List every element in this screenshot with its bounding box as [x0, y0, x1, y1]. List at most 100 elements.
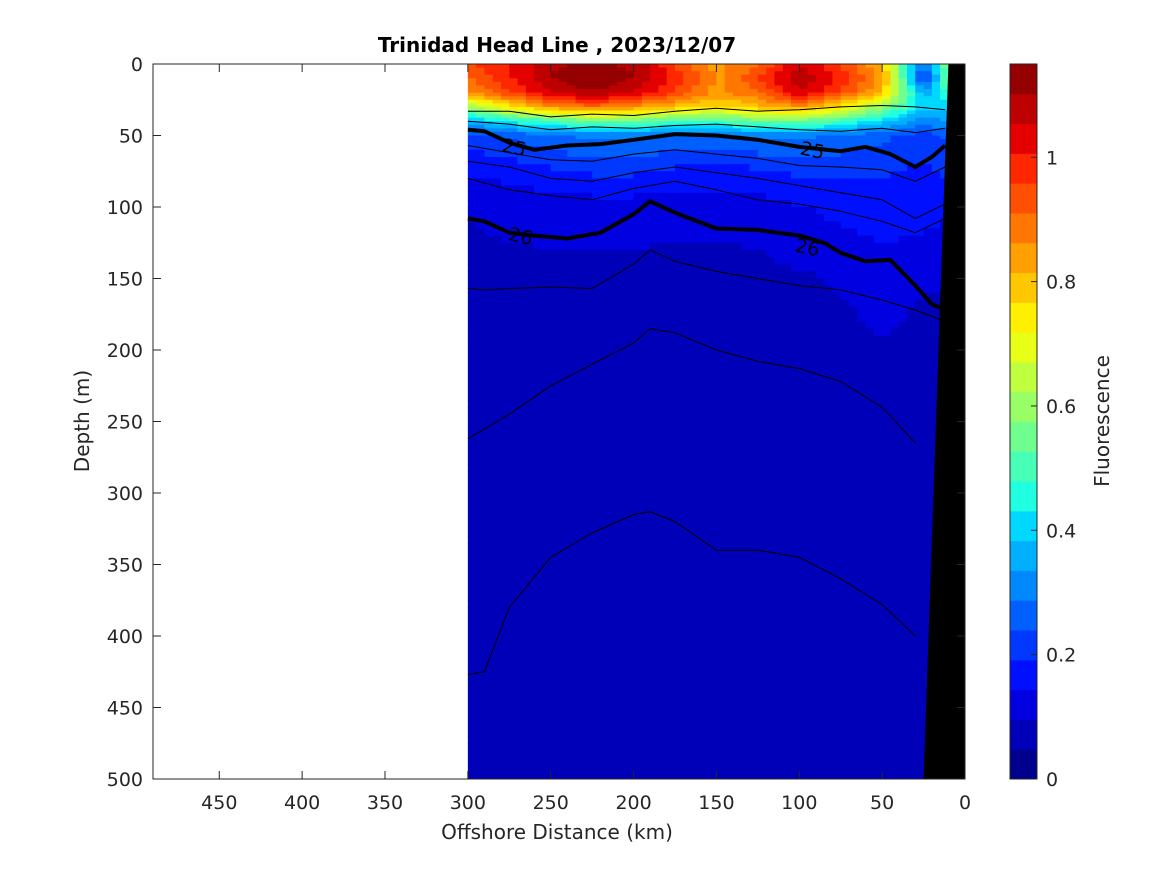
heat-cell [467, 764, 477, 773]
heat-cell [799, 74, 809, 79]
heat-cell [476, 271, 486, 280]
heat-cell [724, 571, 734, 580]
heat-cell [583, 435, 593, 444]
heat-cell [741, 535, 751, 544]
heat-cell [559, 593, 568, 601]
heat-cell [708, 407, 718, 415]
heat-cell [650, 771, 660, 779]
heat-cell [633, 128, 643, 133]
heat-cell [675, 357, 684, 365]
heat-cell [559, 636, 568, 644]
heat-cell [799, 771, 809, 779]
heat-cell [575, 307, 585, 315]
heat-cell [691, 235, 701, 244]
heat-cell [807, 435, 817, 444]
heat-cell [617, 99, 626, 104]
heat-cell [782, 149, 792, 158]
heat-cell [542, 71, 552, 76]
heat-cell [807, 156, 817, 165]
heat-cell [766, 328, 776, 337]
heat-cell [749, 628, 759, 637]
heat-cell [641, 110, 651, 115]
heat-cell [824, 493, 834, 501]
heat-cell [467, 164, 477, 172]
heat-cell [766, 278, 776, 287]
heat-cell [708, 92, 718, 97]
heat-cell [708, 514, 718, 523]
heat-cell [824, 743, 834, 751]
heat-cell [807, 535, 817, 544]
heat-cell [815, 707, 825, 716]
heat-cell [774, 314, 784, 322]
heat-cell [774, 364, 784, 373]
heat-cell [467, 81, 477, 87]
heat-cell [708, 135, 718, 140]
heat-cell [766, 564, 776, 573]
heat-cell [542, 314, 552, 322]
heat-cell [492, 585, 502, 594]
heat-cell [708, 400, 718, 408]
heat-cell [650, 249, 660, 258]
heat-cell [559, 64, 568, 69]
heat-cell [675, 171, 684, 179]
heat-cell [467, 342, 477, 351]
heat-cell [501, 71, 510, 76]
heat-cell [517, 578, 527, 587]
heat-cell [807, 714, 817, 723]
heat-cell [542, 328, 552, 337]
heat-cell [766, 71, 776, 76]
heat-cell [799, 67, 809, 72]
heat-cell [492, 428, 502, 437]
heat-cell [608, 407, 618, 415]
heat-cell [525, 714, 535, 723]
heat-cell [492, 514, 502, 523]
heat-cell [782, 139, 792, 144]
heat-cell [575, 264, 585, 272]
heat-cell [675, 564, 684, 573]
heat-cell [559, 457, 568, 465]
heat-cell [542, 392, 552, 401]
heat-cell [617, 457, 626, 465]
heat-cell [782, 636, 792, 644]
heat-cell [699, 178, 709, 187]
heat-cell [799, 81, 809, 87]
heat-cell [658, 464, 668, 473]
heat-cell [608, 700, 618, 709]
heat-cell [484, 400, 494, 408]
heat-cell [724, 671, 734, 680]
heat-cell [741, 328, 751, 337]
heat-cell [799, 700, 809, 709]
heat-cell [799, 357, 809, 365]
heat-cell [807, 743, 817, 751]
heat-cell [476, 721, 486, 730]
heat-cell [824, 557, 834, 566]
heat-cell [467, 600, 477, 608]
heat-cell [617, 450, 626, 458]
heat-cell [542, 121, 552, 126]
heat-cell [476, 392, 486, 401]
heat-cell [525, 614, 535, 623]
heat-cell [592, 392, 602, 401]
heat-cell [683, 750, 693, 759]
heat-cell [600, 156, 610, 165]
heat-cell [592, 607, 602, 616]
heat-cell [683, 71, 693, 76]
heat-cell [492, 528, 502, 537]
heat-cell [492, 621, 502, 630]
heat-cell [708, 114, 718, 119]
heat-cell [617, 757, 626, 766]
heat-cell [517, 636, 527, 644]
heat-cell [583, 235, 593, 244]
heat-cell [583, 214, 593, 222]
heat-cell [749, 131, 759, 137]
heat-cell [467, 528, 477, 537]
heat-cell [550, 678, 560, 687]
heat-cell [525, 67, 535, 72]
heat-cell [567, 139, 577, 144]
heat-cell [559, 71, 568, 76]
heat-cell [567, 117, 577, 122]
heat-cell [749, 650, 759, 659]
heat-cell [476, 171, 486, 179]
heat-cell [666, 139, 676, 144]
heat-cell [583, 521, 593, 530]
